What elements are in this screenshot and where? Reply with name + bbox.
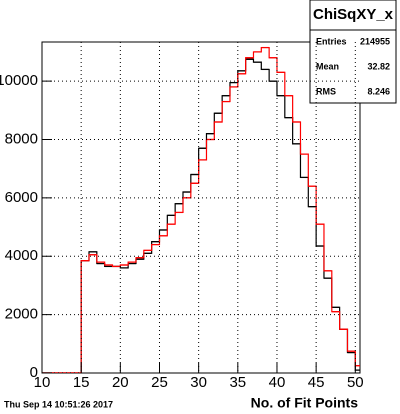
stats-label: Mean xyxy=(316,61,339,71)
x-tick-label: 30 xyxy=(190,374,207,391)
y-tick-label: 8000 xyxy=(5,130,38,147)
stats-value: 8.246 xyxy=(367,86,390,96)
x-tick-label: 40 xyxy=(269,374,286,391)
x-tick-label: 15 xyxy=(73,374,90,391)
x-tick-label: 50 xyxy=(347,374,364,391)
stats-value: 214955 xyxy=(360,36,390,46)
x-tick-label: 45 xyxy=(308,374,325,391)
timestamp: Thu Sep 14 10:51:26 2017 xyxy=(4,399,113,409)
x-tick-label: 25 xyxy=(151,374,168,391)
y-tick-label: 0 xyxy=(30,364,38,381)
x-tick-label: 35 xyxy=(229,374,246,391)
stats-box xyxy=(309,0,397,104)
x-axis-label: No. of Fit Points xyxy=(251,395,359,411)
stats-title: ChiSqXY_x xyxy=(313,6,394,23)
y-tick-label: 6000 xyxy=(5,189,38,206)
y-tick-label: 2000 xyxy=(5,306,38,323)
y-tick-label: 4000 xyxy=(5,247,38,264)
x-tick-label: 10 xyxy=(34,374,51,391)
stats-label: RMS xyxy=(316,86,336,96)
stats-label: Entries xyxy=(316,36,347,46)
plot-area xyxy=(42,46,360,373)
y-tick-label: 10000 xyxy=(0,72,38,89)
plot-frame xyxy=(41,41,361,374)
x-tick-label: 20 xyxy=(112,374,129,391)
stats-value: 32.82 xyxy=(367,61,390,71)
